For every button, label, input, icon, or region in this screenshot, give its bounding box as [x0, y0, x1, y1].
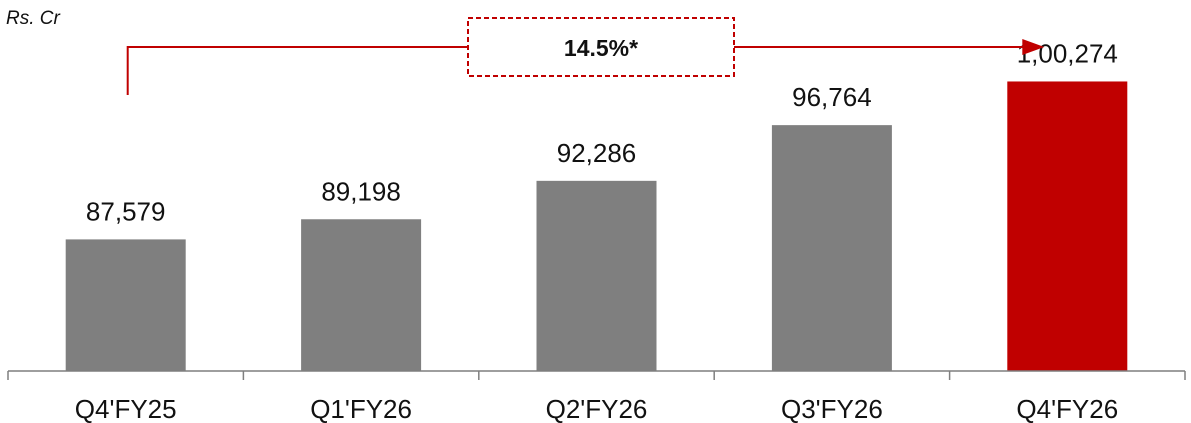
arrow-line-left: [126, 46, 468, 95]
x-axis: Q4'FY25 Q1'FY26 Q2'FY26 Q3'FY26 Q4'FY26: [7, 370, 1186, 423]
bar-3: [536, 180, 657, 371]
data-label-1: 87,579: [86, 196, 166, 226]
unit-label: Rs. Cr: [6, 8, 61, 29]
bar-2: [301, 219, 422, 371]
arrow-head-icon: [1022, 39, 1045, 55]
x-tick-label-5: Q4'FY26: [1016, 394, 1118, 423]
x-tick-label-2: Q1'FY26: [310, 394, 412, 423]
data-label-4: 96,764: [792, 82, 872, 112]
x-tick-label-3: Q2'FY26: [546, 394, 648, 423]
growth-label: 14.5%*: [564, 35, 638, 61]
growth-box: [467, 17, 735, 77]
x-tick-label-1: Q4'FY25: [75, 394, 177, 423]
data-label-2: 89,198: [321, 176, 401, 206]
bar-4: [771, 125, 892, 372]
x-tick-label-4: Q3'FY26: [781, 394, 883, 423]
growth-annotation: 14.5%*: [126, 17, 1045, 95]
bar-5: [1007, 81, 1128, 372]
bar-1: [65, 239, 186, 371]
data-label-3: 92,286: [557, 138, 637, 168]
